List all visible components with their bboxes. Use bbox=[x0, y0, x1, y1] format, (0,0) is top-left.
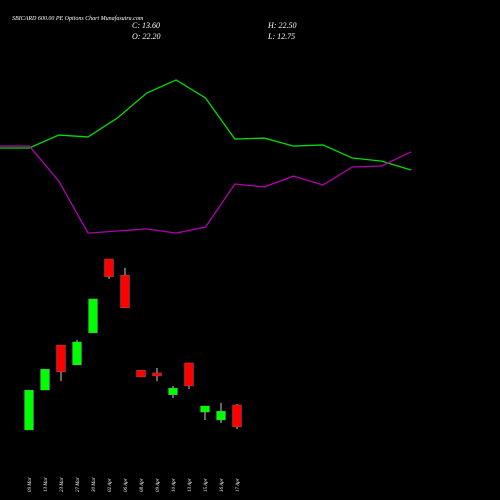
stat-close: C: 13.60 bbox=[132, 21, 160, 30]
x-tick-label: 09 Mar bbox=[28, 477, 33, 492]
x-tick-label: 27 Mar bbox=[76, 477, 81, 492]
candle-body bbox=[136, 369, 146, 378]
candle-body bbox=[232, 404, 242, 428]
candle-body bbox=[168, 387, 178, 396]
stat-high: H: 22.50 bbox=[267, 21, 296, 30]
x-tick-label: 09 Apr bbox=[156, 478, 161, 492]
x-tick-label: 10 Apr bbox=[172, 478, 177, 492]
x-tick-label: 30 Mar bbox=[92, 477, 97, 492]
candle-body bbox=[72, 341, 82, 366]
indicator-line bbox=[0, 145, 412, 234]
candle-body bbox=[200, 405, 210, 413]
x-tick-label: 02 Apr bbox=[108, 478, 113, 492]
candle-body bbox=[56, 344, 66, 373]
candle-body bbox=[88, 298, 98, 334]
x-tick-label: 17 Apr bbox=[236, 478, 241, 492]
candle-body bbox=[152, 372, 162, 377]
x-tick-label: 13 Mar bbox=[44, 477, 49, 492]
candle-body bbox=[120, 274, 130, 309]
x-tick-label: 23 Mar bbox=[60, 477, 65, 492]
stat-low: L: 12.75 bbox=[267, 32, 295, 41]
candle-body bbox=[24, 389, 34, 431]
stat-open: O: 22.20 bbox=[132, 32, 160, 41]
x-tick-label: 16 Apr bbox=[220, 478, 225, 492]
candle-body bbox=[40, 368, 50, 391]
x-tick-label: 15 Apr bbox=[204, 478, 209, 492]
chart-title: SBICARD 600.00 PE Options Chart Munafasu… bbox=[12, 15, 144, 22]
candle-body bbox=[216, 410, 226, 421]
candle-body bbox=[184, 362, 194, 387]
candle-body bbox=[104, 258, 114, 278]
x-tick-label: 08 Apr bbox=[140, 478, 145, 492]
indicator-line bbox=[0, 79, 412, 171]
x-tick-label: 06 Apr bbox=[124, 478, 129, 492]
x-tick-label: 13 Apr bbox=[188, 478, 193, 492]
